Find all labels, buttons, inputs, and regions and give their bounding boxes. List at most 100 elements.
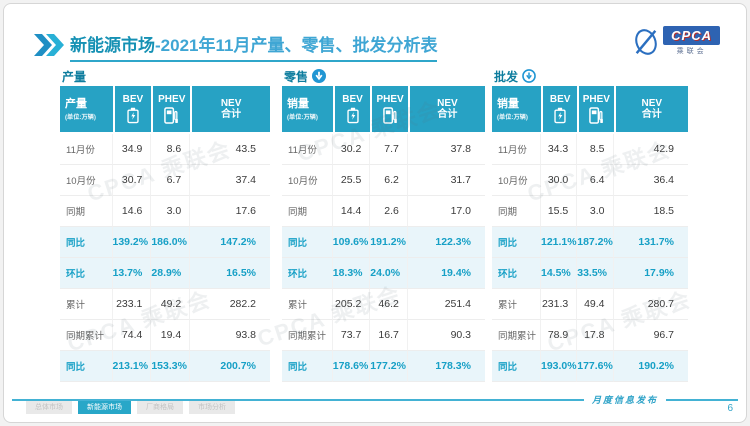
cell-value: 177.6% xyxy=(577,351,614,382)
cpca-logo-subtext: 乘联会 xyxy=(676,48,707,55)
cell-value: 7.7 xyxy=(370,134,408,165)
cell-value: 3.0 xyxy=(151,196,191,227)
column-header: BEV xyxy=(541,86,578,134)
cell-value: 8.6 xyxy=(151,134,191,165)
cell-value: 42.9 xyxy=(613,134,688,165)
battery-icon xyxy=(335,107,371,125)
row-label: 同比 xyxy=(60,227,113,258)
table-row: 同比 139.2% 186.0% 147.2% xyxy=(60,227,270,258)
cell-value: 78.9 xyxy=(541,320,578,351)
table-header-row: 销量 (单位:万辆) BEV PHEV NEV 合计 xyxy=(492,86,688,134)
table-row: 同比 109.6% 191.2% 122.3% xyxy=(282,227,485,258)
row-label: 环比 xyxy=(492,258,541,289)
row-label: 环比 xyxy=(60,258,113,289)
footer-tabs: 总体市场 新能源市场 厂商格局 市场分析 xyxy=(26,401,235,414)
cell-value: 73.7 xyxy=(332,320,371,351)
row-label: 同期累计 xyxy=(282,320,333,351)
row-label: 同比 xyxy=(282,227,333,258)
cell-value: 14.4 xyxy=(332,196,371,227)
cell-value: 96.7 xyxy=(613,320,688,351)
retail-table: 销量 (单位:万辆) BEV PHEV NEV 合计 11月份 30.2 7.7 37.8 10月份… xyxy=(282,86,485,382)
production-section-title: 产量 xyxy=(62,69,87,84)
page-title-main: 新能源市场 xyxy=(70,36,155,55)
footer-rule-left xyxy=(12,398,584,401)
cell-value: 19.4 xyxy=(151,320,191,351)
cell-value: 282.2 xyxy=(190,289,270,320)
cell-value: 178.6% xyxy=(332,351,371,382)
cell-value: 6.2 xyxy=(370,165,408,196)
wholesale-section-header: 批发 xyxy=(492,66,688,86)
table-row: 同比 178.6% 177.2% 178.3% xyxy=(282,351,485,382)
cell-value: 190.2% xyxy=(613,351,688,382)
row-label: 累计 xyxy=(282,289,333,320)
row-label: 同期累计 xyxy=(60,320,113,351)
row-label: 同期累计 xyxy=(492,320,541,351)
down-arrow-filled-icon xyxy=(312,69,327,83)
production-section: 产量 产量 (单位:万辆) BEV PHEV NEV 合计 11月份 34.9 8.6 43.5 1… xyxy=(60,66,270,382)
page-title: 新能源市场-2021年11月产量、零售、批发分析表 xyxy=(70,31,438,62)
table-row: 10月份 30.0 6.4 36.4 xyxy=(492,165,688,196)
table-row: 同期累计 74.4 19.4 93.8 xyxy=(60,320,270,351)
cell-value: 139.2% xyxy=(112,227,152,258)
tab-market-analysis: 市场分析 xyxy=(189,401,235,414)
column-header: BEV xyxy=(112,86,152,134)
cell-value: 34.3 xyxy=(541,134,578,165)
cell-value: 49.4 xyxy=(577,289,614,320)
double-chevron-icon xyxy=(34,34,64,56)
down-arrow-outline-icon xyxy=(522,69,536,83)
slide: 新能源市场-2021年11月产量、零售、批发分析表 CPCA 乘联会 产量 产量… xyxy=(3,3,747,423)
cell-value: 8.5 xyxy=(577,134,614,165)
table-row: 环比 14.5% 33.5% 17.9% xyxy=(492,258,688,289)
cell-value: 17.8 xyxy=(577,320,614,351)
row-label: 累计 xyxy=(60,289,113,320)
row-label: 同期 xyxy=(282,196,333,227)
cpca-swoosh-icon xyxy=(635,29,657,55)
charging-station-icon xyxy=(579,106,613,125)
cell-value: 18.5 xyxy=(613,196,688,227)
table-row: 11月份 30.2 7.7 37.8 xyxy=(282,134,485,165)
table-row: 同比 193.0% 177.6% 190.2% xyxy=(492,351,688,382)
table-header-row: 产量 (单位:万辆) BEV PHEV NEV 合计 xyxy=(60,86,270,134)
battery-icon xyxy=(115,107,152,125)
table-row: 11月份 34.3 8.5 42.9 xyxy=(492,134,688,165)
battery-icon xyxy=(543,107,577,125)
cell-value: 147.2% xyxy=(190,227,270,258)
retail-section: 零售 销量 (单位:万辆) BEV PHEV NEV 合计 11月份 30.2 7.7 37.8 1… xyxy=(282,66,485,382)
cell-value: 36.4 xyxy=(613,165,688,196)
table-row: 同期 14.4 2.6 17.0 xyxy=(282,196,485,227)
cpca-logo-text: CPCA xyxy=(663,26,720,45)
wholesale-table: 销量 (单位:万辆) BEV PHEV NEV 合计 11月份 34.3 8.5 42.9 10月份… xyxy=(492,86,688,382)
table-row: 同期累计 78.9 17.8 96.7 xyxy=(492,320,688,351)
table-header-row: 销量 (单位:万辆) BEV PHEV NEV 合计 xyxy=(282,86,485,134)
cell-value: 3.0 xyxy=(577,196,614,227)
cell-value: 16.7 xyxy=(370,320,408,351)
table-row: 11月份 34.9 8.6 43.5 xyxy=(60,134,270,165)
row-label: 同期 xyxy=(492,196,541,227)
wholesale-section-title: 批发 xyxy=(494,69,519,84)
cell-value: 31.7 xyxy=(407,165,485,196)
table-row: 累计 233.1 49.2 282.2 xyxy=(60,289,270,320)
column-header: BEV xyxy=(332,86,371,134)
table-row: 累计 231.3 49.4 280.7 xyxy=(492,289,688,320)
cell-value: 15.5 xyxy=(541,196,578,227)
cell-value: 46.2 xyxy=(370,289,408,320)
tab-overall-market: 总体市场 xyxy=(26,401,72,414)
column-header: NEV 合计 xyxy=(407,86,485,134)
row-label: 10月份 xyxy=(60,165,113,196)
row-label: 累计 xyxy=(492,289,541,320)
cell-value: 17.6 xyxy=(190,196,270,227)
column-header: PHEV xyxy=(151,86,191,134)
cell-value: 17.9% xyxy=(613,258,688,289)
cell-value: 2.6 xyxy=(370,196,408,227)
cell-value: 191.2% xyxy=(370,227,408,258)
table-row: 环比 13.7% 28.9% 16.5% xyxy=(60,258,270,289)
column-header: NEV 合计 xyxy=(190,86,270,134)
table-row: 同期 15.5 3.0 18.5 xyxy=(492,196,688,227)
row-label: 10月份 xyxy=(282,165,333,196)
page-number: 6 xyxy=(727,403,733,414)
row-label: 11月份 xyxy=(492,134,541,165)
cell-value: 14.6 xyxy=(112,196,152,227)
cell-value: 30.2 xyxy=(332,134,371,165)
tab-nev-market: 新能源市场 xyxy=(78,401,131,414)
column-header: PHEV xyxy=(577,86,614,134)
